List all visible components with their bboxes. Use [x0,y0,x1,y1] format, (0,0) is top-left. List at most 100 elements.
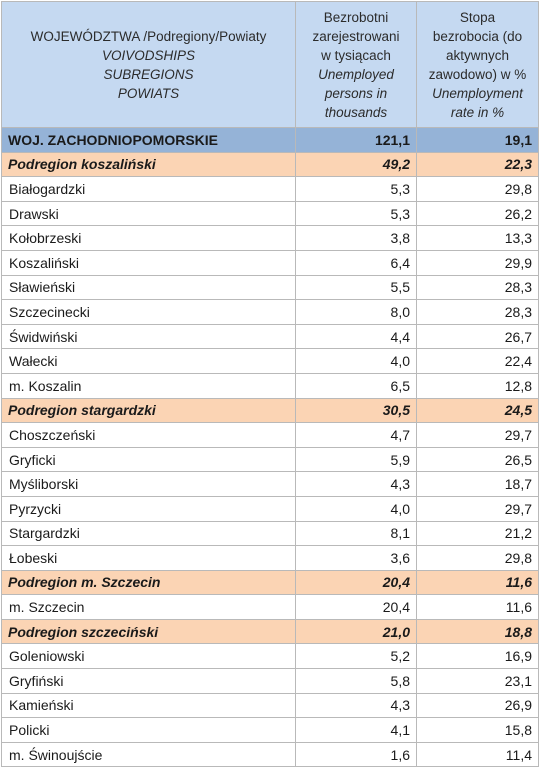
rate-value: 16,9 [416,643,539,670]
region-name: Gryfiński [1,668,296,694]
rate-value: 29,7 [416,422,539,448]
unemployed-value: 6,5 [295,372,417,399]
header-region: WOJEWÓDZTWA /Podregiony/Powiaty VOIVODSH… [1,1,296,128]
table-row: Gryficki 5,9 26,5 [1,446,539,473]
unemployed-value: 1,6 [295,741,417,767]
table-row: Kołobrzeski 3,8 13,3 [1,225,539,251]
region-name: Szczecinecki [1,299,296,325]
header-region-line3: SUBREGIONS [103,66,194,82]
rate-value: 29,7 [416,495,539,522]
region-name: Goleniowski [1,643,296,670]
table-row: Pyrzycki 4,0 29,7 [1,495,539,522]
table-row: Podregion koszaliński 49,2 22,3 [1,151,539,178]
unemployed-value: 5,3 [295,176,417,202]
unemployed-value: 8,1 [295,520,417,547]
region-name: m. Szczecin [1,594,296,620]
region-name: Białogardzki [1,176,296,202]
unemployed-value: 5,3 [295,200,417,227]
region-name: Drawski [1,200,296,227]
header-rate-line2: bezrobocia (do [432,28,523,44]
header-unemployed-line2: zarejestrowani [312,28,400,44]
table-row: Drawski 5,3 26,2 [1,200,539,227]
table-row: Białogardzki 5,3 29,8 [1,176,539,202]
unemployed-value: 4,4 [295,323,417,350]
table-row: Podregion m. Szczecin 20,4 11,6 [1,569,539,596]
region-name: Kołobrzeski [1,225,296,251]
header-unemployed: Bezrobotni zarejestrowani w tysiącach Un… [295,1,417,128]
rate-value: 22,4 [416,348,539,374]
region-name: Wałecki [1,348,296,374]
header-rate-line3: aktywnych [445,47,510,63]
unemployed-value: 5,9 [295,446,417,473]
unemployed-value: 49,2 [295,151,417,178]
rate-value: 22,3 [416,151,539,178]
region-name: Podregion koszaliński [1,151,296,178]
header-region-line1: WOJEWÓDZTWA /Podregiony/Powiaty [30,28,267,44]
rate-value: 19,1 [416,127,539,153]
unemployed-value: 3,6 [295,545,417,571]
table-row: m. Świnoujście 1,6 11,4 [1,741,539,767]
region-name: Koszaliński [1,249,296,276]
table-row: Goleniowski 5,2 16,9 [1,643,539,670]
region-name: Sławieński [1,274,296,301]
table-row: m. Szczecin 20,4 11,6 [1,594,539,620]
rate-value: 26,5 [416,446,539,473]
header-unemployed-line3: w tysiącach [321,47,391,63]
table-row: Koszaliński 6,4 29,9 [1,249,539,276]
unemployed-value: 4,3 [295,471,417,497]
rate-value: 28,3 [416,299,539,325]
unemployed-value: 4,1 [295,717,417,743]
header-rate-line6: rate in % [450,104,505,120]
region-name: Świdwiński [1,323,296,350]
region-name: Pyrzycki [1,495,296,522]
table-row: WOJ. ZACHODNIOPOMORSKIE 121,1 19,1 [1,127,539,153]
table-row: Podregion stargardzki 30,5 24,5 [1,397,539,424]
region-name: Choszczeński [1,422,296,448]
rate-value: 11,6 [416,569,539,596]
header-unemployed-line5: persons in [324,85,388,101]
rate-value: 15,8 [416,717,539,743]
rate-value: 29,9 [416,249,539,276]
unemployed-value: 4,3 [295,692,417,719]
table-row: Świdwiński 4,4 26,7 [1,323,539,350]
region-name: Stargardzki [1,520,296,547]
region-name: m. Koszalin [1,372,296,399]
rate-value: 29,8 [416,176,539,202]
rate-value: 21,2 [416,520,539,547]
table-row: Policki 4,1 15,8 [1,717,539,743]
unemployed-value: 30,5 [295,397,417,424]
rate-value: 26,7 [416,323,539,350]
table-row: Myśliborski 4,3 18,7 [1,471,539,497]
unemployed-value: 4,0 [295,348,417,374]
table-row: Wałecki 4,0 22,4 [1,348,539,374]
unemployed-value: 4,7 [295,422,417,448]
header-row: WOJEWÓDZTWA /Podregiony/Powiaty VOIVODSH… [1,1,539,128]
table-row: m. Koszalin 6,5 12,8 [1,372,539,399]
rate-value: 12,8 [416,372,539,399]
region-name: WOJ. ZACHODNIOPOMORSKIE [1,127,296,153]
rate-value: 26,9 [416,692,539,719]
region-name: Podregion stargardzki [1,397,296,424]
table-row: Podregion szczeciński 21,0 18,8 [1,618,539,645]
rate-value: 24,5 [416,397,539,424]
table-body: WOJ. ZACHODNIOPOMORSKIE 121,1 19,1 Podregi… [1,127,539,767]
rate-value: 29,8 [416,545,539,571]
unemployed-value: 5,2 [295,643,417,670]
region-name: Myśliborski [1,471,296,497]
rate-value: 23,1 [416,668,539,694]
header-region-line2: VOIVODSHIPS [101,47,196,63]
rate-value: 11,6 [416,594,539,620]
region-name: Kamieński [1,692,296,719]
rate-value: 13,3 [416,225,539,251]
region-name: Łobeski [1,545,296,571]
header-unemployed-line4: Unemployed [318,66,394,82]
unemployed-value: 20,4 [295,569,417,596]
header-rate: Stopa bezrobocia (do aktywnych zawodowo)… [416,1,539,128]
table-row: Łobeski 3,6 29,8 [1,545,539,571]
table-row: Choszczeński 4,7 29,7 [1,422,539,448]
unemployed-value: 5,8 [295,668,417,694]
unemployed-value: 3,8 [295,225,417,251]
unemployed-value: 20,4 [295,594,417,620]
header-unemployed-line6: thousands [324,104,388,120]
